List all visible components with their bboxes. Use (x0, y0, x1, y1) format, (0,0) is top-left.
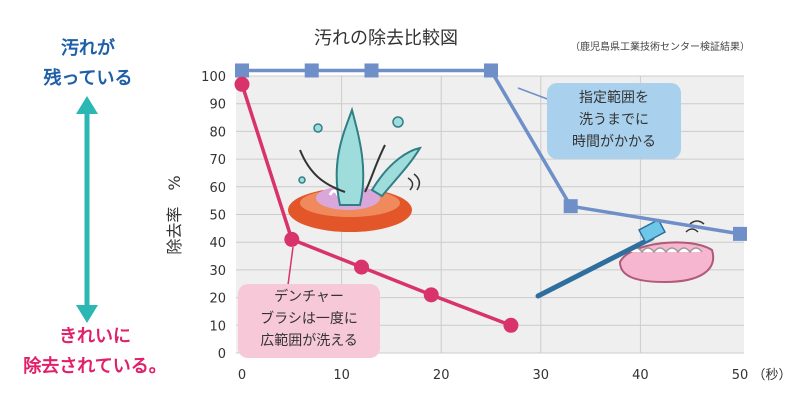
dirt-remaining-line-2: 残っている (43, 68, 133, 89)
water-callout-line-3: 時間がかかる (572, 134, 656, 150)
y-tick-label: 70 (209, 153, 226, 168)
series-point-blue-4 (563, 199, 578, 214)
clean-removed-line-1: きれいに (59, 326, 131, 347)
series-point-blue-1 (304, 63, 319, 78)
brush-callout-line-2: ブラシは一度に (260, 311, 358, 327)
clean-removed-line-2: 除去されている。 (23, 356, 167, 377)
cleanliness-arrow (76, 96, 98, 323)
series-point-pink-3 (423, 287, 439, 303)
water-callout-line-1: 指定範囲を (579, 90, 649, 106)
series-point-pink-1 (284, 231, 300, 247)
y-tick-label: 60 (209, 181, 226, 196)
x-unit-label: （秒） (752, 368, 791, 383)
dirt-remaining-line-1: 汚れが (61, 38, 115, 59)
series-point-blue-0 (235, 63, 249, 78)
x-tick-label: 20 (433, 368, 450, 383)
series-point-blue-3 (484, 63, 498, 78)
y-tick-label: 100 (201, 70, 226, 85)
series-point-pink-2 (354, 259, 370, 275)
x-tick-label: 10 (333, 368, 350, 383)
y-tick-label: 50 (209, 209, 226, 224)
x-tick-labels: 0 10 20 30 40 50 (238, 368, 748, 383)
clean-removed-label: きれいに 除去されている。 (10, 322, 180, 382)
denture-brush-illustration (535, 218, 715, 299)
water-wash-illustration (288, 106, 422, 232)
water-callout-line-2: 洗うまでに (579, 112, 649, 128)
x-tick-label: 0 (238, 368, 246, 383)
blue-callout-pointer (517, 87, 551, 101)
series-point-blue-5 (733, 226, 747, 241)
y-tick-label: 90 (209, 98, 226, 113)
series-point-blue-2 (364, 63, 379, 78)
y-tick-label: 0 (218, 347, 226, 362)
brush-method-callout: デンチャー ブラシは一度に 広範囲が洗える (238, 284, 380, 358)
brush-callout-line-3: 広範囲が洗える (260, 333, 358, 349)
series-line-blue (242, 68, 741, 236)
y-tick-label: 10 (209, 319, 226, 334)
y-tick-label: 30 (209, 264, 226, 279)
x-tick-label: 40 (632, 368, 649, 383)
series-layer (234, 63, 747, 333)
series-point-pink-4 (503, 317, 519, 333)
y-tick-label: 80 (209, 125, 226, 140)
y-tick-labels: 0 10 20 30 40 50 60 70 80 90 100 (201, 70, 226, 362)
brush-callout-line-1: デンチャー (274, 289, 344, 305)
chart-title: 汚れの除去比較図 (314, 28, 458, 49)
water-method-callout: 指定範囲を 洗うまでに 時間がかかる (547, 83, 681, 159)
y-axis-label: 除去率 % (165, 175, 184, 254)
x-tick-label: 50 (732, 368, 749, 383)
pink-callout-pointer (287, 246, 294, 286)
y-tick-label: 20 (209, 292, 226, 307)
chart-subtitle: （鹿児島県工業技術センター検証結果） (570, 40, 750, 53)
y-tick-label: 40 (209, 236, 226, 251)
series-point-pink-0 (234, 76, 250, 92)
x-tick-label: 30 (533, 368, 550, 383)
dirt-remaining-label: 汚れが 残っている (28, 34, 148, 94)
